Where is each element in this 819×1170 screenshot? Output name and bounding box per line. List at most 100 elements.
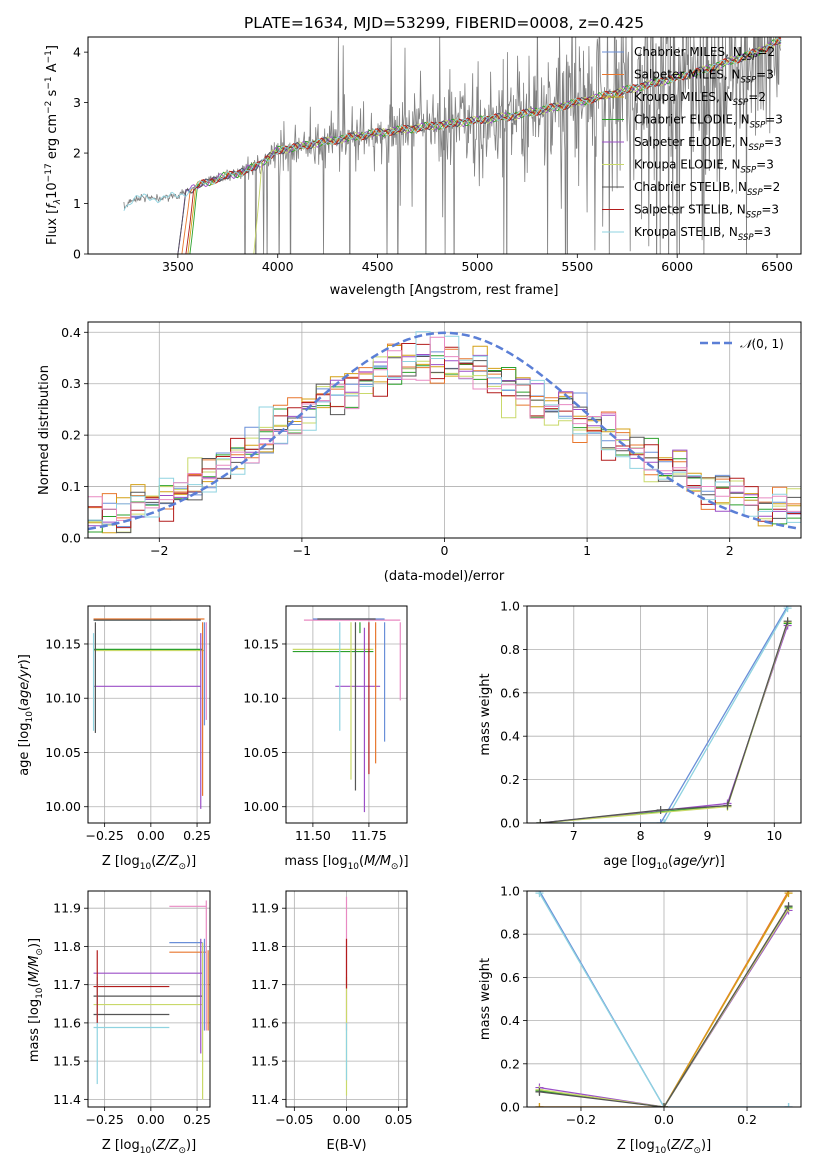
x-tick-label: 0.25 <box>183 1112 211 1127</box>
mass-weight-line <box>540 625 789 823</box>
x-tick-label: 0.25 <box>183 828 211 843</box>
legend-tail: =3 <box>765 113 783 127</box>
x-axis-label: mass [log10(M/M⊙)] <box>284 854 408 872</box>
histogram-series <box>88 336 801 521</box>
mass-weight-vs-metallicity-panel: −0.2 0.0 0.2 0.0 0.2 0.4 0.6 0.8 1.0 mass weight Z… <box>478 884 802 1156</box>
label-part: Flux [ <box>45 209 60 245</box>
mass-vs-extinction-panel: −0.05 0.00 0.05 11.4 11.5 11.6 11.7 11.8 11.9 E(B… <box>251 890 413 1153</box>
legend-entry: Kroupa ELODIE, NSSP=3 <box>634 158 774 176</box>
legend-entry: 𝒩(0, 1) <box>740 337 784 351</box>
y-tick-label: 0.8 <box>500 642 520 657</box>
x-tick-label: 0.2 <box>737 1112 757 1127</box>
label-part: erg cm <box>45 114 60 163</box>
legend: 𝒩(0, 1) <box>700 337 784 351</box>
label-part: age/yr <box>17 663 32 706</box>
x-tick-label: 2 <box>726 543 734 558</box>
y-tick-label: 0.2 <box>61 428 81 443</box>
legend-tail: =2 <box>763 180 781 194</box>
mass-weight-line <box>540 606 789 823</box>
label-part: 10 <box>655 1146 667 1156</box>
data-point-marker <box>535 1103 544 1107</box>
label-part: A <box>45 63 60 76</box>
y-tick-label: 10.00 <box>243 799 279 814</box>
legend-label: Kroupa STELIB, N <box>634 225 738 239</box>
model-curve <box>177 41 782 254</box>
label-part: Z [log <box>102 854 140 869</box>
plot-area <box>92 618 207 809</box>
data-point-marker <box>783 606 792 613</box>
label-part: mass [log <box>284 854 347 869</box>
legend-entry: Salpeter STELIB, NSSP=3 <box>634 203 779 221</box>
label-part: 10 <box>656 862 668 872</box>
label-part: ( <box>17 706 32 711</box>
x-tick-label: 0.05 <box>385 1112 413 1127</box>
y-tick-label: 0 <box>73 247 81 262</box>
mass-weight-line <box>539 910 790 1107</box>
legend-entry: Salpeter MILES, NSSP=3 <box>634 68 774 86</box>
plot-area <box>88 331 801 534</box>
data-point-marker <box>536 819 545 823</box>
legend-sub: SSP <box>733 98 749 108</box>
data-point-marker <box>784 891 793 898</box>
x-tick-label: 9 <box>703 828 711 843</box>
y-tick-label: 0.2 <box>500 1056 520 1071</box>
x-tick-label: 1 <box>583 543 591 558</box>
y-tick-label: 1.0 <box>500 599 520 614</box>
x-axis-label: Z [log10(Z/Z⊙)] <box>102 854 196 872</box>
data-point-marker <box>656 805 665 814</box>
y-tick-label: 11.8 <box>251 939 279 954</box>
y-axis-label: mass weight <box>478 673 493 755</box>
y-tick-label: 10.05 <box>243 745 279 760</box>
label-part: λ <box>53 199 63 205</box>
x-tick-label: −0.25 <box>85 828 123 843</box>
y-tick-label: 11.6 <box>53 1015 81 1030</box>
data-point-marker <box>784 1103 793 1107</box>
y-axis-label: Flux [fλ10−17 erg cm−2 s−1 A−1] <box>44 45 63 245</box>
y-tick-label: 11.7 <box>53 977 81 992</box>
label-part: Z/Z <box>670 1138 694 1153</box>
label-part: age [log <box>17 723 32 776</box>
x-tick-label: 3500 <box>162 259 194 274</box>
label-part: 𝒩 <box>740 337 755 351</box>
data-point-marker <box>535 1087 544 1096</box>
x-tick-label: 11.75 <box>351 828 387 843</box>
age-vs-mass-panel: 11.50 11.75 10.00 10.05 10.10 10.15 mass [log1… <box>243 605 409 872</box>
x-tick-label: 5500 <box>561 259 593 274</box>
legend-label: Kroupa ELODIE, N <box>634 158 741 172</box>
data-point-marker <box>660 819 668 823</box>
data-point-marker <box>535 891 544 898</box>
y-tick-label: 0.1 <box>61 479 81 494</box>
label-part: age [log <box>603 854 656 869</box>
label-part: Z [log <box>102 1138 140 1153</box>
plot-area <box>536 606 792 823</box>
x-tick-label: 6000 <box>661 259 693 274</box>
label-part: 10 <box>25 711 35 723</box>
label-part: )] <box>186 854 196 869</box>
mass-weight-line <box>540 620 789 823</box>
y-tick-label: 11.6 <box>251 1015 279 1030</box>
label-part: ( <box>151 854 156 869</box>
label-part: 10 <box>140 862 152 872</box>
mass-weight-line <box>538 891 789 1107</box>
label-part: ⊙ <box>178 862 186 872</box>
legend-tail: =3 <box>761 203 779 217</box>
axes-frame <box>87 36 802 255</box>
mass-vs-metallicity-panel: −0.25 0.00 0.25 11.4 11.5 11.6 11.7 11.8 11.9 Z [… <box>27 890 211 1156</box>
y-tick-label: 0.0 <box>500 1100 520 1115</box>
legend-entry: Chabrier ELODIE, NSSP=3 <box>634 113 783 131</box>
axes-frame <box>526 890 802 1108</box>
mass-weight-line <box>540 623 789 823</box>
label-part: M/M <box>27 956 42 983</box>
y-axis-label: Normed distribution <box>37 365 52 495</box>
y-tick-label: 0.2 <box>500 772 520 787</box>
mass-weight-line <box>539 905 790 1107</box>
label-part: ⊙ <box>693 1146 701 1156</box>
label-part: f <box>45 202 60 209</box>
y-tick-label: 11.4 <box>53 1092 81 1107</box>
data-point-marker <box>656 819 665 823</box>
y-tick-label: 0.6 <box>500 685 520 700</box>
x-tick-label: 0 <box>441 543 449 558</box>
y-tick-label: 0.4 <box>500 729 520 744</box>
